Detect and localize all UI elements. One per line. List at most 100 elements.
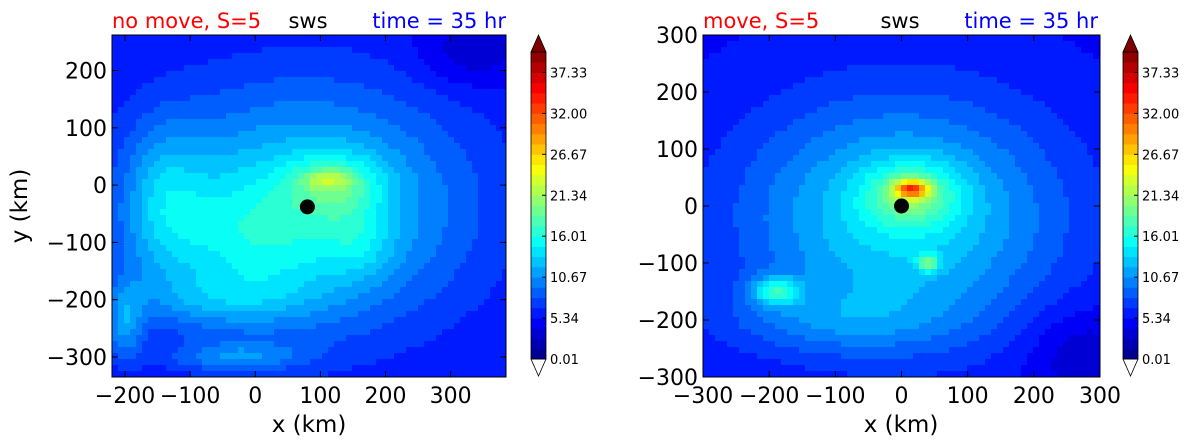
contour-cell <box>322 209 329 216</box>
contour-cell <box>202 311 209 318</box>
contour-cell <box>124 161 131 168</box>
contour-cell <box>352 209 359 216</box>
contour-cell <box>112 347 119 354</box>
contour-cell <box>274 197 281 204</box>
contour-cell <box>346 125 353 132</box>
contour-cell <box>208 251 215 258</box>
x-axis-label-left: x (km) <box>272 412 347 438</box>
contour-cell <box>436 359 443 366</box>
contour-cell <box>907 119 914 126</box>
contour-cell <box>454 125 461 132</box>
contour-cell <box>166 209 173 216</box>
contour-cell <box>358 101 365 108</box>
contour-cell <box>346 173 353 180</box>
contour-cell <box>274 77 281 84</box>
contour-cell <box>442 41 449 48</box>
contour-cell <box>727 65 734 72</box>
contour-cell <box>847 125 854 132</box>
contour-cell <box>334 113 341 120</box>
contour-cell <box>1033 65 1040 72</box>
contour-cell <box>118 293 125 300</box>
contour-cell <box>322 35 329 42</box>
contour-cell <box>280 107 287 114</box>
contour-cell <box>322 53 329 60</box>
contour-cell <box>484 143 491 150</box>
contour-cell <box>250 131 257 138</box>
contour-cell <box>775 35 782 42</box>
contour-cell <box>388 221 395 228</box>
contour-cell <box>352 251 359 258</box>
contour-cell <box>358 143 365 150</box>
contour-cell <box>424 179 431 186</box>
contour-cell <box>811 107 818 114</box>
contour-cell <box>352 329 359 336</box>
contour-cell <box>490 65 497 72</box>
contour-cell <box>400 263 407 270</box>
contour-cell <box>112 71 119 78</box>
contour-cell <box>178 113 185 120</box>
contour-cell <box>184 371 191 377</box>
contour-cell <box>364 329 371 336</box>
colorbar-extend-min <box>530 358 547 377</box>
contour-cell <box>454 209 461 216</box>
contour-cell <box>334 245 341 252</box>
contour-cell <box>304 161 311 168</box>
contour-cell <box>436 299 443 306</box>
contour-cell <box>490 119 497 126</box>
contour-cell <box>238 197 245 204</box>
contour-cell <box>412 287 419 294</box>
contour-cell <box>907 107 914 114</box>
contour-cell <box>502 347 506 354</box>
contour-cell <box>1057 113 1064 120</box>
contour-cell <box>196 329 203 336</box>
contour-cell <box>412 335 419 342</box>
contour-cell <box>190 269 197 276</box>
contour-cell <box>226 101 233 108</box>
contour-cell <box>1057 65 1064 72</box>
contour-cell <box>883 95 890 102</box>
contour-cell <box>448 89 455 96</box>
contour-cell <box>817 113 824 120</box>
contour-cell <box>244 347 251 354</box>
contour-cell <box>190 179 197 186</box>
contour-cell <box>124 71 131 78</box>
contour-cell <box>142 173 149 180</box>
contour-cell <box>388 209 395 216</box>
contour-cell <box>232 341 239 348</box>
contour-cell <box>865 125 872 132</box>
contour-cell <box>412 65 419 72</box>
contour-cell <box>352 203 359 210</box>
contour-cell <box>805 125 812 132</box>
contour-cell <box>442 89 449 96</box>
contour-cell <box>1093 77 1100 84</box>
contour-cell <box>388 113 395 120</box>
contour-cell <box>394 167 401 174</box>
contour-cell <box>226 269 233 276</box>
contour-cell <box>364 137 371 144</box>
contour-cell <box>1009 71 1016 78</box>
contour-cell <box>394 53 401 60</box>
contour-cell <box>370 143 377 150</box>
contour-cell <box>490 83 497 90</box>
contour-cell <box>1063 119 1070 126</box>
contour-cell <box>478 359 485 366</box>
contour-cell <box>346 227 353 234</box>
contour-cell <box>280 83 287 90</box>
contour-cell <box>262 359 269 366</box>
contour-cell <box>214 197 221 204</box>
contour-cell <box>244 101 251 108</box>
contour-cell <box>1021 89 1028 96</box>
contour-cell <box>172 269 179 276</box>
contour-cell <box>370 125 377 132</box>
contour-cell <box>442 35 449 42</box>
contour-cell <box>232 209 239 216</box>
contour-cell <box>172 347 179 354</box>
contour-cell <box>370 251 377 258</box>
contour-cell <box>865 95 872 102</box>
contour-cell <box>148 347 155 354</box>
contour-cell <box>889 113 896 120</box>
contour-cell <box>472 227 479 234</box>
contour-cell <box>286 53 293 60</box>
contour-cell <box>502 197 506 204</box>
contour-cell <box>1039 71 1046 78</box>
